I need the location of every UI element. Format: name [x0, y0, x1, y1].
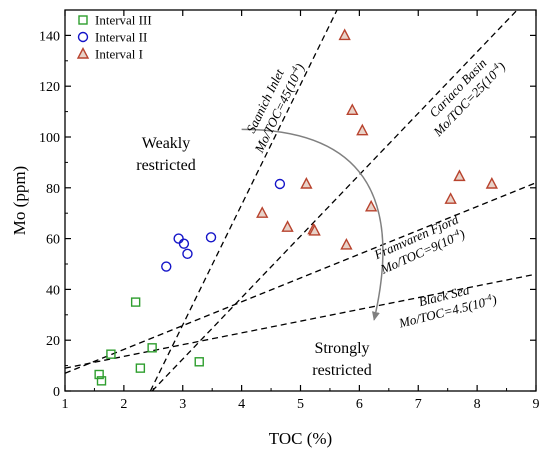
x-axis-title: TOC (%): [269, 429, 332, 448]
data-point: [444, 192, 457, 204]
data-point: [161, 261, 172, 272]
legend-label: Interval I: [95, 47, 143, 62]
x-tick-label: 9: [533, 397, 540, 412]
data-point: [300, 176, 313, 189]
arrow-layer: [241, 128, 384, 321]
points-layer: [94, 28, 499, 386]
square-marker-icon: [78, 15, 88, 25]
data-point: [173, 233, 184, 244]
region-label-strongly-2: restricted: [312, 362, 372, 379]
ratio-close: ): [292, 61, 308, 72]
annotations-layer: TOC (%) Mo (ppm) Saanich InletMo/TOC=45(10…: [10, 56, 508, 448]
legend: Interval III Interval II Interval I: [76, 13, 152, 62]
axes-layer: 1 2 3 4 5 6 7 8 9 0 20 40 60 80 100 120 140: [39, 9, 540, 412]
y-tick-label: 60: [46, 233, 60, 248]
saanich-inlet-line: [149, 10, 338, 391]
data-point: [364, 199, 378, 212]
region-label-strongly: Strongly: [314, 340, 369, 357]
ratio-close: ): [489, 292, 498, 308]
data-point: [130, 297, 141, 307]
y-tick-label: 100: [39, 131, 60, 146]
data-point: [194, 357, 204, 367]
ratio-exponent: -4: [288, 64, 300, 76]
data-point: [281, 220, 294, 232]
x-tick-label: 2: [120, 397, 127, 412]
series-interval-iii: [94, 297, 204, 386]
series-interval-ii: [161, 178, 286, 272]
data-point: [205, 232, 217, 243]
data-point: [106, 349, 116, 359]
legend-item: Interval II: [77, 30, 147, 45]
ratio-exponent: -4: [483, 292, 493, 304]
legend-label: Interval II: [95, 30, 147, 45]
x-tick-label: 7: [415, 397, 422, 412]
data-point: [308, 223, 321, 236]
data-point: [182, 248, 193, 260]
x-tick-label: 6: [356, 397, 363, 412]
circle-marker-icon: [77, 31, 89, 43]
x-tick-label: 8: [474, 397, 481, 412]
reference-lines-layer: [65, 10, 536, 391]
y-tick-label: 120: [39, 80, 60, 95]
data-point: [135, 363, 146, 373]
y-tick-label: 80: [46, 182, 60, 197]
cariaco-basin-line: [151, 10, 518, 391]
data-point: [485, 176, 499, 189]
y-tick-label: 40: [46, 283, 60, 298]
data-point: [453, 169, 466, 182]
legend-label: Interval III: [95, 13, 152, 28]
series-interval-i: [256, 28, 499, 250]
x-tick-label: 4: [238, 397, 245, 412]
data-point: [256, 206, 269, 218]
triangle-marker-icon: [76, 46, 90, 59]
legend-item: Interval I: [76, 46, 143, 62]
restriction-arrow: [241, 128, 384, 321]
data-point: [274, 178, 286, 190]
x-tick-label: 1: [62, 397, 69, 412]
ratio-close: ): [456, 226, 467, 242]
legend-item: Interval III: [78, 13, 152, 28]
y-tick-label: 20: [46, 334, 60, 349]
data-point: [96, 376, 107, 386]
region-label-weakly: Weakly: [142, 135, 190, 152]
data-point: [338, 28, 351, 41]
x-tick-label: 5: [297, 397, 304, 412]
ratio-exponent: -4: [450, 227, 461, 239]
x-tick-label: 3: [179, 397, 186, 412]
y-tick-label: 140: [39, 29, 60, 44]
data-point: [346, 103, 359, 116]
y-tick-label: 0: [53, 385, 60, 400]
framvaren-fjord-line: [65, 182, 536, 374]
data-point: [178, 238, 190, 249]
region-label-weakly-2: restricted: [136, 157, 196, 174]
black-sea-line: [65, 273, 536, 369]
data-point: [356, 123, 369, 136]
data-point: [94, 369, 104, 380]
y-axis-title: Mo (ppm): [10, 166, 29, 235]
data-point: [147, 343, 157, 353]
data-point: [340, 237, 353, 250]
